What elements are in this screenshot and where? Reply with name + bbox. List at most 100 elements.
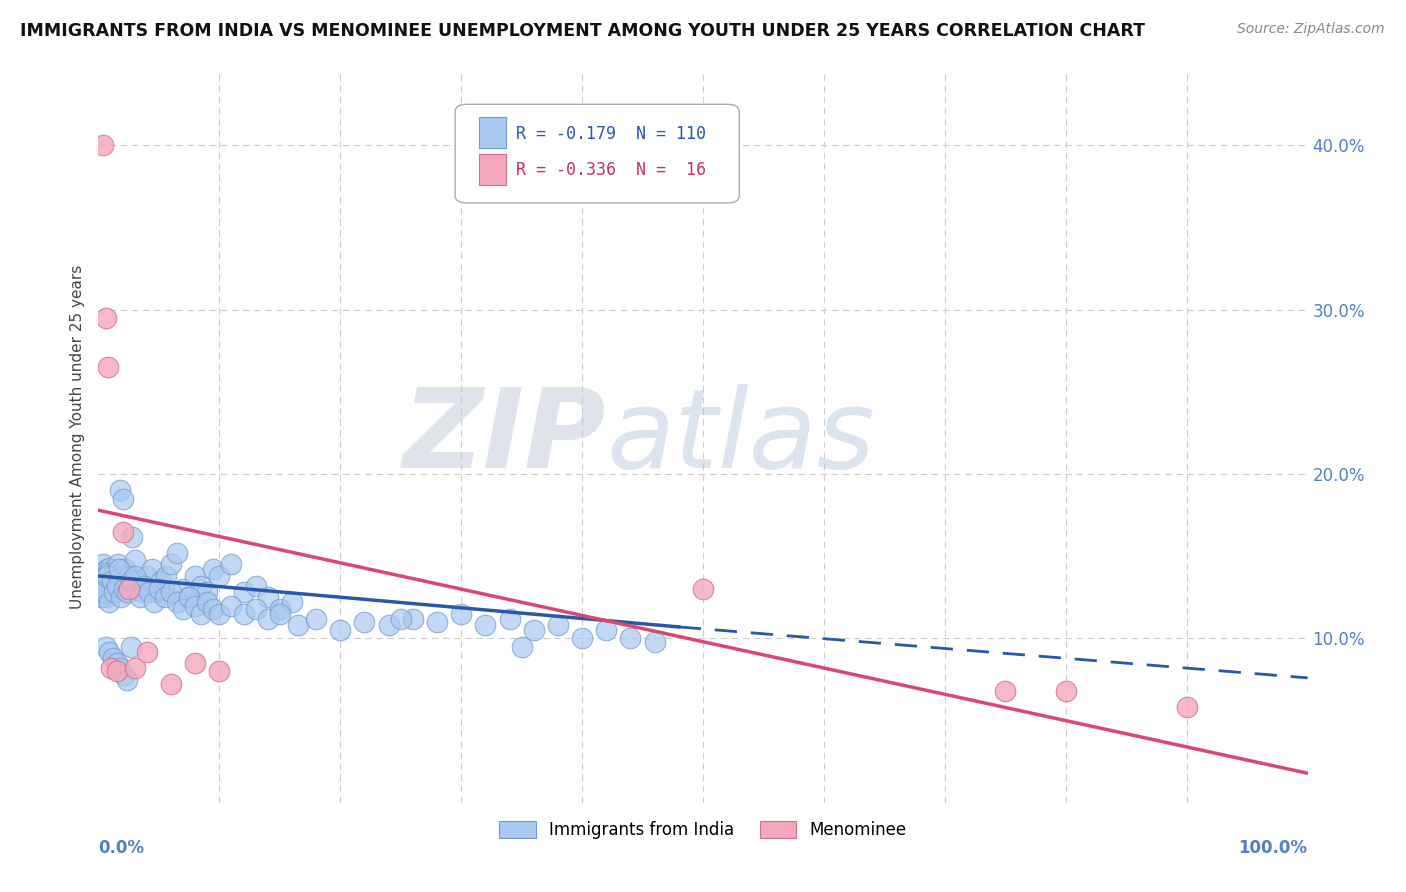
FancyBboxPatch shape xyxy=(479,154,506,185)
Point xyxy=(160,585,183,599)
Point xyxy=(128,591,150,605)
Point xyxy=(105,665,128,679)
Text: IMMIGRANTS FROM INDIA VS MENOMINEE UNEMPLOYMENT AMONG YOUTH UNDER 25 YEARS CORRE: IMMIGRANTS FROM INDIA VS MENOMINEE UNEMP… xyxy=(20,22,1144,40)
Point xyxy=(91,558,114,572)
Point xyxy=(166,595,188,609)
Point xyxy=(523,624,546,638)
Point xyxy=(143,595,166,609)
Point xyxy=(329,624,352,638)
Point xyxy=(114,562,136,576)
Y-axis label: Unemployment Among Youth under 25 years: Unemployment Among Youth under 25 years xyxy=(70,265,86,609)
Text: 0.0%: 0.0% xyxy=(98,839,145,857)
Point xyxy=(138,585,160,599)
Point xyxy=(644,634,666,648)
Point xyxy=(287,618,309,632)
Point xyxy=(112,582,135,596)
Point xyxy=(94,587,117,601)
Point xyxy=(208,569,231,583)
Point xyxy=(121,529,143,543)
Point xyxy=(232,585,254,599)
Point xyxy=(120,574,142,588)
Point xyxy=(101,569,124,583)
Point xyxy=(141,562,163,576)
Point xyxy=(96,572,118,586)
Point xyxy=(172,582,194,596)
Point xyxy=(131,585,153,599)
Point xyxy=(1054,684,1077,698)
Point xyxy=(98,595,121,609)
Point xyxy=(184,569,207,583)
Point xyxy=(90,591,112,605)
Point xyxy=(124,661,146,675)
Point xyxy=(127,574,149,588)
Point xyxy=(208,665,231,679)
Point xyxy=(269,607,291,621)
Point xyxy=(402,612,425,626)
Point xyxy=(98,644,121,658)
Text: ZIP: ZIP xyxy=(402,384,606,491)
Point xyxy=(111,491,134,506)
Point xyxy=(510,640,533,654)
Point xyxy=(153,591,176,605)
Point xyxy=(100,574,122,588)
Point xyxy=(179,591,201,605)
Point xyxy=(103,585,125,599)
Point xyxy=(91,138,114,153)
Point xyxy=(245,602,267,616)
Point xyxy=(101,651,124,665)
Point xyxy=(426,615,449,629)
Text: R = -0.336  N =  16: R = -0.336 N = 16 xyxy=(516,161,706,179)
Point xyxy=(221,558,243,572)
Text: atlas: atlas xyxy=(606,384,875,491)
Point xyxy=(595,624,617,638)
Text: R = -0.179  N = 110: R = -0.179 N = 110 xyxy=(516,125,706,143)
Text: Source: ZipAtlas.com: Source: ZipAtlas.com xyxy=(1237,22,1385,37)
Point xyxy=(118,569,141,583)
Point xyxy=(172,602,194,616)
Point xyxy=(148,582,170,596)
Point xyxy=(145,585,167,599)
Point xyxy=(190,607,212,621)
Legend: Immigrants from India, Menominee: Immigrants from India, Menominee xyxy=(492,814,914,846)
Point xyxy=(124,569,146,583)
Point xyxy=(571,632,593,646)
Point xyxy=(184,656,207,670)
Point xyxy=(110,591,132,605)
Point xyxy=(245,579,267,593)
Point xyxy=(111,524,134,539)
Point xyxy=(120,640,142,654)
Point xyxy=(105,656,128,670)
Point xyxy=(97,360,120,375)
Point xyxy=(202,602,225,616)
Point xyxy=(155,569,177,583)
FancyBboxPatch shape xyxy=(479,118,506,148)
Point xyxy=(100,564,122,578)
FancyBboxPatch shape xyxy=(456,104,740,203)
Point xyxy=(232,607,254,621)
Point xyxy=(93,585,115,599)
Point xyxy=(135,644,157,658)
Point xyxy=(108,562,131,576)
Point xyxy=(450,607,472,621)
Point xyxy=(208,607,231,621)
Point xyxy=(124,552,146,566)
Point xyxy=(281,595,304,609)
Point xyxy=(117,673,139,687)
Point xyxy=(692,582,714,596)
Point xyxy=(179,591,201,605)
Point xyxy=(150,574,173,588)
Point xyxy=(202,562,225,576)
Point xyxy=(100,574,122,588)
Point xyxy=(474,618,496,632)
Point xyxy=(94,585,117,599)
Point xyxy=(160,558,183,572)
Point xyxy=(97,577,120,591)
Point xyxy=(256,612,278,626)
Point xyxy=(104,579,127,593)
Point xyxy=(269,602,291,616)
Point xyxy=(134,579,156,593)
Point xyxy=(98,560,121,574)
Point xyxy=(160,677,183,691)
Point xyxy=(108,661,131,675)
Point xyxy=(93,579,115,593)
